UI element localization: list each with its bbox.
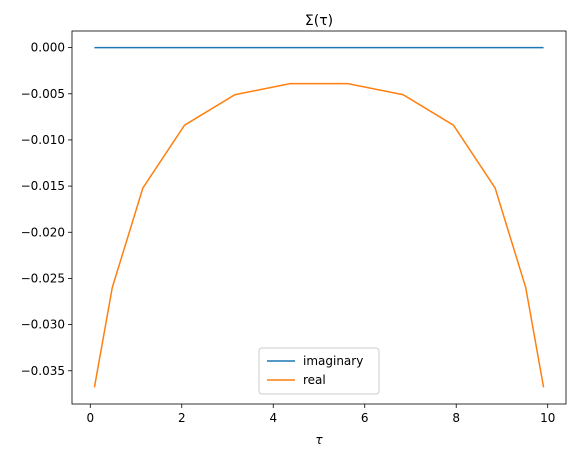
y-tick-label: −0.015 xyxy=(21,179,65,193)
legend-box xyxy=(258,347,380,395)
x-tick-label: 0 xyxy=(86,411,94,425)
x-tick-label: 2 xyxy=(178,411,186,425)
y-tick-label: −0.035 xyxy=(21,364,65,378)
y-tick-label: −0.005 xyxy=(21,87,65,101)
legend: imaginary real xyxy=(258,347,380,395)
y-tick-label: −0.025 xyxy=(21,271,65,285)
chart-title: Σ(τ) xyxy=(305,13,333,29)
y-tick-label: 0.000 xyxy=(31,41,65,55)
plot-frame xyxy=(71,30,567,405)
x-tick-label: 10 xyxy=(540,411,555,425)
x-tick-label: 6 xyxy=(361,411,369,425)
x-tick-label: 8 xyxy=(452,411,460,425)
y-tick-label: −0.010 xyxy=(21,133,65,147)
y-tick-label: −0.030 xyxy=(21,318,65,332)
x-axis-label: τ xyxy=(315,433,323,447)
series-line xyxy=(93,82,545,388)
legend-label: imaginary xyxy=(303,354,363,368)
y-tick-label: −0.020 xyxy=(21,225,65,239)
x-tick-label: 4 xyxy=(269,411,277,425)
legend-label: real xyxy=(303,373,326,387)
